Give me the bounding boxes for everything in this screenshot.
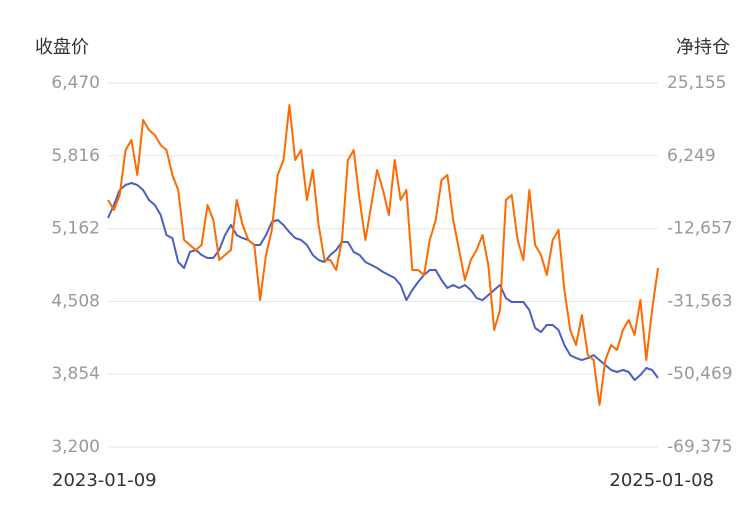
y2-tick-label: 25,155 — [667, 73, 726, 93]
y-tick-label: 3,854 — [51, 364, 100, 384]
y-tick-label: 5,162 — [51, 219, 100, 239]
y-tick-label: 3,200 — [51, 437, 100, 457]
y2-tick-label: -69,375 — [667, 437, 733, 457]
y-tick-label: 6,470 — [51, 73, 100, 93]
line-series — [107, 104, 659, 406]
y-axis-title: 收盘价 — [35, 37, 89, 58]
y-tick-label: 4,508 — [51, 291, 100, 311]
y2-tick-label: -31,563 — [667, 291, 733, 311]
x-tick-label: 2025-01-08 — [609, 470, 714, 491]
y2-tick-label: 6,249 — [667, 146, 716, 166]
x-tick-label: 2023-01-09 — [52, 470, 157, 491]
y2-tick-label: -12,657 — [667, 219, 733, 239]
y-tick-label: 5,816 — [51, 146, 100, 166]
y2-tick-label: -50,469 — [667, 364, 733, 384]
line-series — [107, 182, 659, 381]
y2-axis-title: 净持仓 — [676, 37, 730, 58]
